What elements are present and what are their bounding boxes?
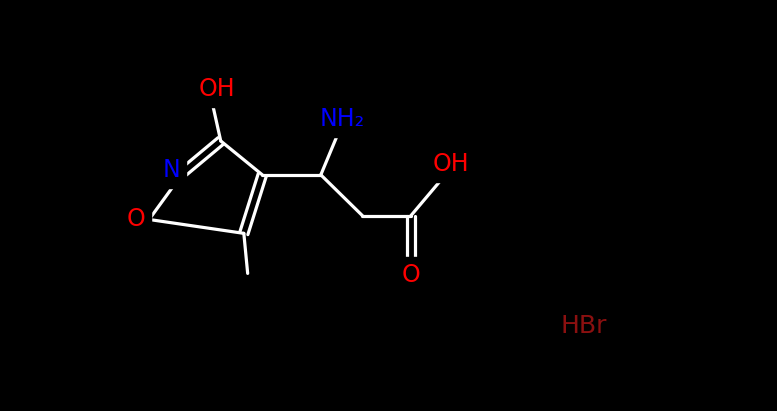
Text: OH: OH bbox=[199, 77, 235, 102]
Text: HBr: HBr bbox=[561, 314, 608, 338]
Text: O: O bbox=[127, 208, 145, 231]
Text: O: O bbox=[402, 263, 420, 287]
Text: OH: OH bbox=[433, 152, 469, 176]
Text: N: N bbox=[162, 158, 180, 182]
Text: NH₂: NH₂ bbox=[320, 107, 365, 132]
